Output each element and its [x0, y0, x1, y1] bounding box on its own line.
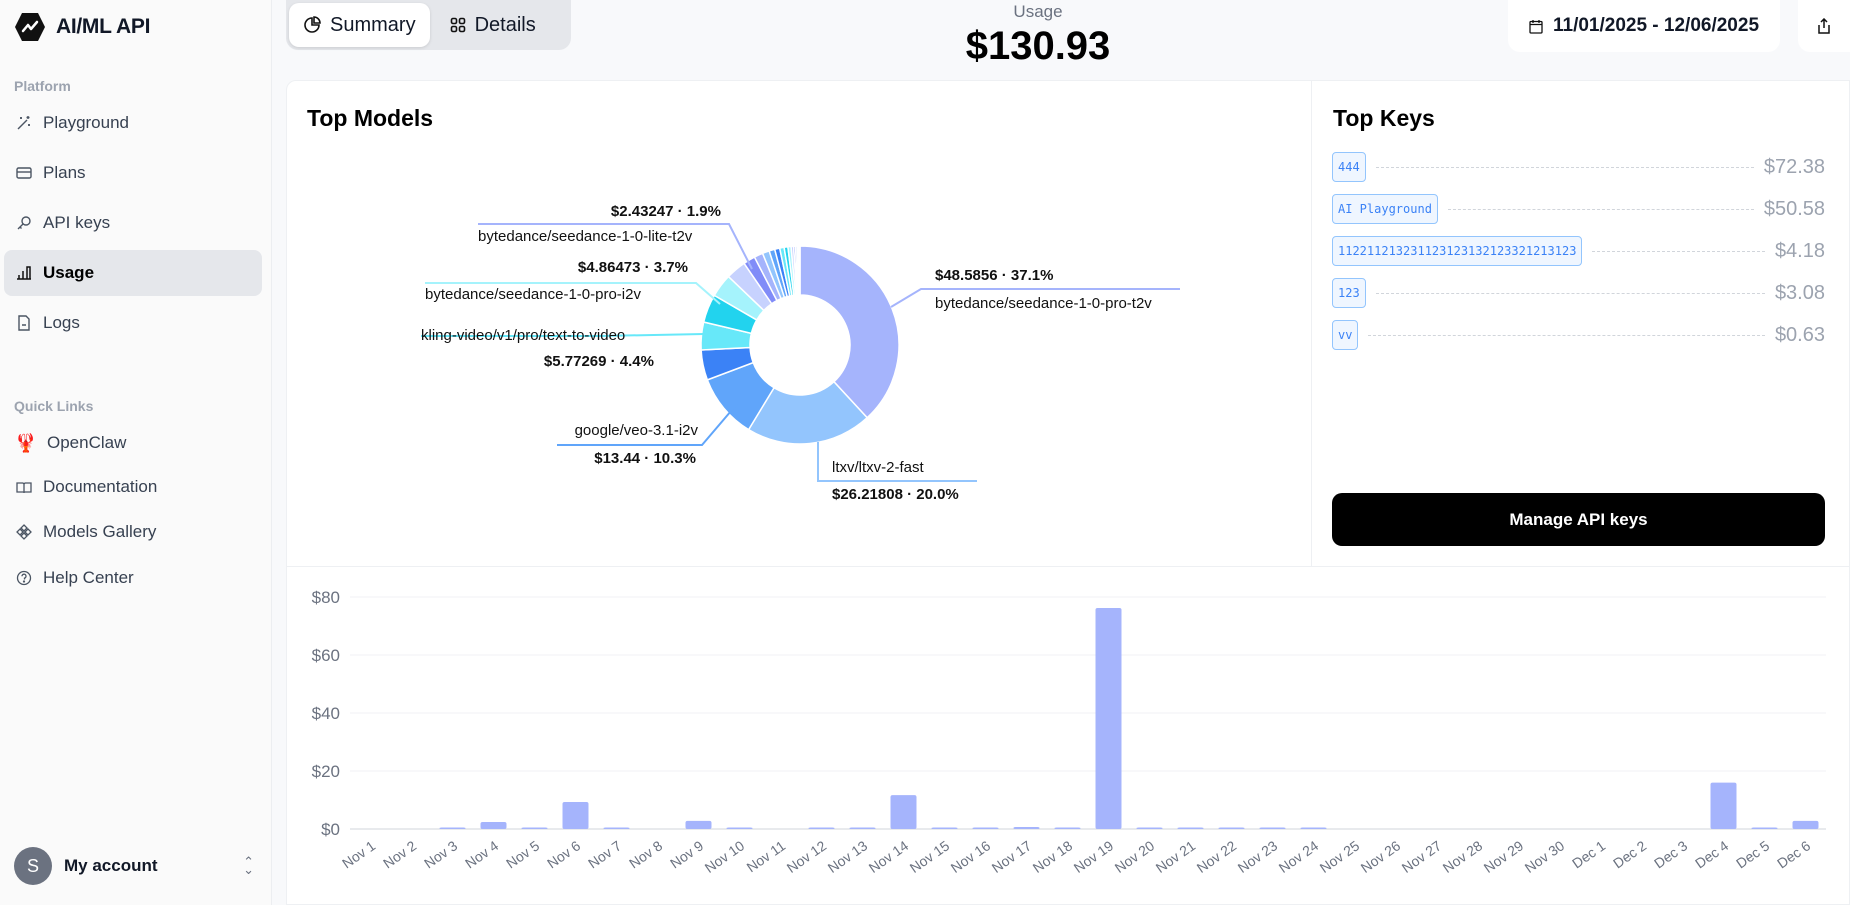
- quick-links-section-label: Quick Links: [14, 398, 94, 414]
- key-row: AI Playground $50.58: [1332, 188, 1825, 230]
- top-keys-title: Top Keys: [1333, 105, 1435, 131]
- key-row: vv $0.63: [1332, 314, 1825, 356]
- book-icon: [15, 478, 33, 496]
- key-amount: $72.38: [1763, 155, 1825, 178]
- wand-icon: [15, 114, 33, 132]
- sidebar-item-help-center[interactable]: Help Center: [4, 555, 262, 601]
- key-amount: $50.58: [1763, 197, 1825, 220]
- sidebar-item-plans[interactable]: Plans: [4, 150, 262, 196]
- bar-chart-icon: [15, 264, 33, 282]
- key-amount: $0.63: [1774, 323, 1825, 346]
- key-row: 123 $3.08: [1332, 272, 1825, 314]
- slice-value-label: $48.5856 · 37.1%: [935, 267, 1054, 284]
- divider: [1311, 80, 1312, 566]
- slice-value-label: $13.44 · 10.3%: [594, 450, 696, 467]
- share-icon: [1818, 18, 1830, 34]
- key-badge[interactable]: 112211213231123123132123321213123: [1332, 236, 1583, 266]
- sidebar-item-label: Documentation: [43, 477, 158, 496]
- tab-summary[interactable]: Summary: [289, 3, 430, 47]
- slice-name-label: bytedance/seedance-1-0-lite-t2v: [478, 228, 693, 245]
- key-amount: $4.18: [1774, 239, 1825, 262]
- date-range-text: 11/01/2025 - 12/06/2025: [1552, 15, 1760, 36]
- avatar: S: [14, 847, 52, 885]
- sidebar-item-usage[interactable]: Usage: [4, 250, 262, 296]
- sidebar-item-label: Models Gallery: [43, 522, 157, 541]
- manage-api-keys-button[interactable]: Manage API keys: [1332, 493, 1825, 546]
- sidebar-item-label: Plans: [43, 163, 86, 182]
- leader-dots: [1592, 250, 1765, 252]
- sidebar-item-label: Playground: [43, 113, 130, 132]
- help-circle-icon: [15, 569, 33, 587]
- tab-details[interactable]: Details: [436, 3, 550, 47]
- key-badge[interactable]: vv: [1332, 320, 1359, 350]
- key-badge[interactable]: AI Playground: [1332, 194, 1438, 224]
- export-button[interactable]: [1798, 0, 1850, 52]
- account-name: My account: [64, 856, 158, 875]
- pie-chart-icon: [304, 16, 321, 33]
- leader-dots: [1368, 334, 1765, 336]
- slice-name-label: bytedance/seedance-1-0-pro-i2v: [425, 286, 641, 303]
- logo-icon: [15, 13, 45, 41]
- slice-name-label: bytedance/seedance-1-0-pro-t2v: [935, 295, 1152, 312]
- lobster-icon: 🦞: [14, 432, 38, 453]
- slice-name-label: kling-video/v1/pro/text-to-video: [421, 327, 626, 344]
- sidebar-item-openclaw[interactable]: 🦞 OpenClaw: [4, 420, 262, 466]
- key-row: 444 $72.38: [1332, 146, 1825, 188]
- tab-label: Details: [474, 13, 536, 36]
- leader-dots: [1375, 166, 1754, 168]
- platform-section-label: Platform: [14, 78, 71, 94]
- grid-icon: [450, 17, 465, 33]
- card-icon: [15, 164, 33, 182]
- sidebar-item-label: API keys: [43, 213, 111, 232]
- usage-summary: Usage $130.93: [938, 2, 1138, 69]
- key-amount: $3.08: [1774, 281, 1825, 304]
- top-models-title: Top Models: [307, 105, 434, 131]
- sidebar-item-label: OpenClaw: [47, 433, 127, 452]
- sidebar-item-label: Usage: [43, 263, 95, 282]
- divider: [286, 566, 1850, 567]
- key-badge[interactable]: 123: [1332, 278, 1366, 308]
- file-icon: [15, 314, 33, 332]
- sidebar-item-playground[interactable]: Playground: [4, 100, 262, 146]
- key-badge[interactable]: 444: [1332, 152, 1366, 182]
- sidebar-item-models-gallery[interactable]: Models Gallery: [4, 509, 262, 555]
- sidebar-item-logs[interactable]: Logs: [4, 300, 262, 346]
- date-range-picker[interactable]: 11/01/2025 - 12/06/2025: [1508, 0, 1780, 52]
- slice-value-label: $4.86473 · 3.7%: [577, 259, 688, 276]
- grid-diamond-icon: [15, 523, 33, 541]
- key-icon: [15, 214, 33, 232]
- usage-label: Usage: [1013, 2, 1063, 21]
- slice-value-label: $2.43247 · 1.9%: [610, 203, 721, 220]
- tab-label: Summary: [330, 13, 416, 36]
- sidebar-item-api-keys[interactable]: API keys: [4, 200, 262, 246]
- top-keys-list: 444 $72.38 AI Playground $50.58 1122112132…: [1332, 146, 1825, 356]
- app-name: AI/ML API: [56, 15, 151, 38]
- app-logo[interactable]: AI/ML API: [14, 12, 150, 42]
- chevron-up-down-icon: ⌃ ⌄: [243, 854, 254, 877]
- key-row: 112211213231123123132123321213123 $4.18: [1332, 230, 1825, 272]
- sidebar-item-documentation[interactable]: Documentation: [4, 464, 262, 510]
- slice-name-label: ltxv/ltxv-2-fast: [832, 459, 924, 476]
- sidebar-item-label: Logs: [43, 313, 80, 332]
- leader-dots: [1447, 208, 1754, 210]
- view-tabs: Summary Details: [286, 0, 571, 50]
- slice-name-label: google/veo-3.1-i2v: [574, 422, 698, 439]
- account-menu[interactable]: S My account ⌃ ⌄: [14, 846, 254, 886]
- leader-dots: [1375, 292, 1765, 294]
- sidebar: AI/ML API Platform Playground Plans API …: [0, 0, 272, 905]
- slice-value-label: $5.77269 · 4.4%: [543, 353, 654, 370]
- usage-total: $130.93: [965, 24, 1111, 68]
- sidebar-item-label: Help Center: [43, 568, 134, 587]
- slice-value-label: $26.21808 · 20.0%: [832, 486, 959, 503]
- calendar-icon: [1529, 19, 1543, 34]
